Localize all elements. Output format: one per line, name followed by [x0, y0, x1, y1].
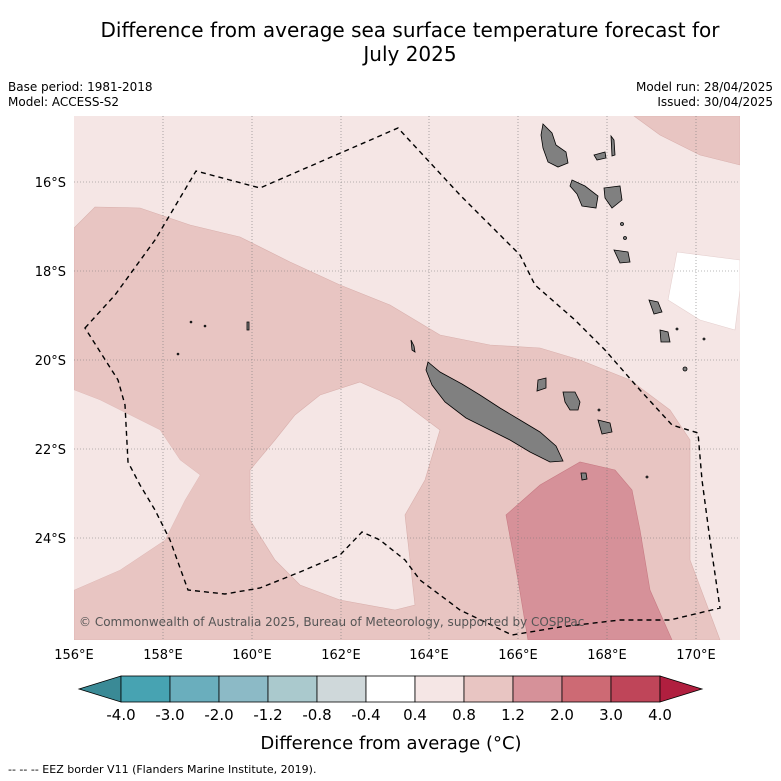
colorbar-over-arrow [659, 675, 704, 703]
lon-label: 168°E [587, 648, 627, 663]
islet-8 [682, 366, 688, 372]
colorbar-tick: -1.2 [253, 706, 282, 724]
colorbar-bin [218, 675, 269, 703]
title-line-2: July 2025 [363, 42, 457, 66]
eez-border [84, 127, 721, 636]
vanuatu-espiritu-santo [540, 123, 569, 168]
colorbar [77, 675, 704, 703]
colorbar-tick: 3.0 [599, 706, 623, 724]
lat-label: 20°S [35, 354, 66, 369]
model-name: Model: ACCESS-S2 [8, 95, 120, 109]
colorbar-bin [169, 675, 220, 703]
colorbar-tick: 1.2 [501, 706, 525, 724]
base-period: Base period: 1981-2018 [8, 80, 153, 94]
islet-9 [620, 222, 624, 226]
vanuatu-efate [603, 185, 623, 209]
lon-label: 158°E [143, 648, 183, 663]
colorbar-bin [120, 675, 171, 703]
issued-date: Issued: 30/04/2025 [657, 95, 773, 109]
map-area [74, 116, 740, 640]
islet-7 [702, 337, 706, 341]
islet-6 [675, 327, 679, 331]
colorbar-bin [512, 675, 563, 703]
colorbar-tick: -3.0 [155, 706, 184, 724]
anomaly-region-white-west [74, 390, 200, 590]
colorbar-under-arrow [77, 675, 122, 703]
colorbar-title: Difference from average (°C) [260, 733, 521, 754]
colorbar-tick: 4.0 [648, 706, 672, 724]
meta-right: Model run: 28/04/2025 Issued: 30/04/2025 [636, 80, 773, 110]
loyalty-mare [597, 419, 613, 435]
lat-label: 18°S [35, 265, 66, 280]
colorbar-bin [365, 675, 416, 703]
colorbar-tick: -4.0 [106, 706, 135, 724]
belep-islands [410, 339, 416, 353]
colorbar-bin [463, 675, 514, 703]
colorbar-tick-labels: -4.0 -3.0 -2.0 -1.2 -0.8 -0.4 0.4 0.8 1.… [106, 706, 672, 724]
islet-10 [623, 236, 627, 240]
anomaly-region-ne-corner [633, 116, 740, 166]
loyalty-ouvea [536, 377, 547, 392]
vanuatu-malakula [569, 179, 599, 209]
lon-axis-labels: 156°E 158°E 160°E 162°E 164°E 166°E 168°… [54, 648, 716, 663]
lon-label: 156°E [54, 648, 94, 663]
model-run: Model run: 28/04/2025 [635, 80, 773, 94]
title-line-1: Difference from average sea surface temp… [100, 18, 720, 42]
colorbar-tick: -0.4 [351, 706, 380, 724]
lon-label: 162°E [321, 648, 361, 663]
vanuatu-erromango [613, 249, 631, 264]
colorbar-tick: -2.0 [204, 706, 233, 724]
vanuatu-aneityum [659, 329, 671, 343]
loyalty-lifou [562, 391, 581, 411]
lat-label: 16°S [35, 176, 66, 191]
vanuatu-maewo [610, 134, 616, 157]
copyright-notice: © Commonwealth of Australia 2025, Bureau… [79, 615, 584, 629]
lat-axis-labels: 16°S 18°S 20°S 22°S 24°S [35, 176, 66, 547]
colorbar-bin [414, 675, 465, 703]
islet-5 [645, 475, 649, 479]
lat-label: 24°S [35, 532, 66, 547]
colorbar-bin [561, 675, 612, 703]
isle-of-pines [580, 472, 588, 481]
colorbar-tick: 0.8 [452, 706, 476, 724]
colorbar-tick: 0.4 [403, 706, 427, 724]
lat-label: 22°S [35, 443, 66, 458]
anomaly-region-neutral-east [667, 251, 740, 331]
meta-left: Base period: 1981-2018 Model: ACCESS-S2 [8, 80, 153, 110]
islet-1 [189, 320, 193, 324]
new-caledonia-island [425, 361, 564, 463]
vanuatu-tanna [648, 299, 663, 315]
eez-legend: -- -- -- EEZ border V11 (Flanders Marine… [8, 763, 317, 776]
anomaly-region-inner-pocket [249, 381, 441, 611]
lon-label: 160°E [232, 648, 272, 663]
lon-label: 164°E [409, 648, 449, 663]
islet-2 [203, 324, 207, 328]
lon-label: 166°E [498, 648, 538, 663]
lon-label: 170°E [676, 648, 716, 663]
colorbar-tick: -0.8 [302, 706, 331, 724]
colorbar-bin [267, 675, 318, 703]
islet-4 [597, 408, 601, 412]
anomaly-region-1-2-2-0 [505, 461, 673, 640]
land-masses [176, 123, 706, 481]
vanuatu-ambae [593, 151, 607, 161]
colorbar-tick: 2.0 [550, 706, 574, 724]
colorbar-bin [316, 675, 367, 703]
colorbar-bin [610, 675, 661, 703]
chesterfield-islet [246, 321, 250, 331]
islet-3 [176, 352, 180, 356]
chart-title: Difference from average sea surface temp… [60, 18, 760, 66]
